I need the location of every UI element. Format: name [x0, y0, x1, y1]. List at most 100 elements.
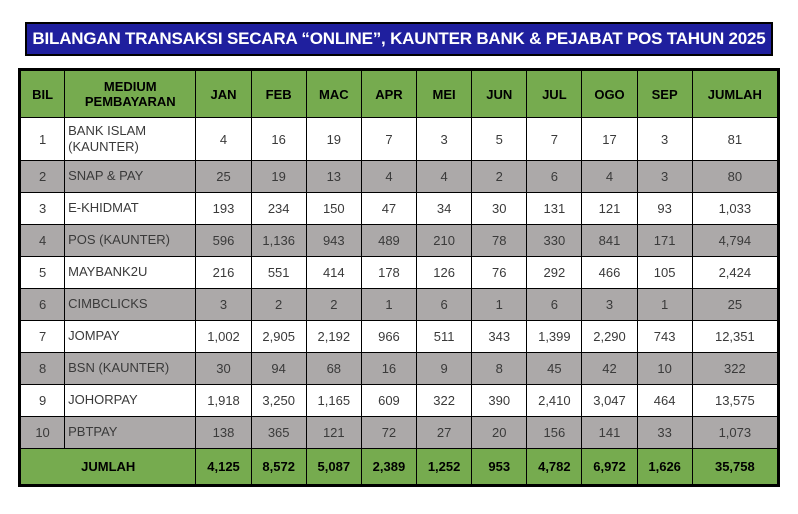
- value-cell: 1,002: [195, 320, 252, 353]
- value-cell: 150: [305, 192, 362, 225]
- value-cell: 2: [471, 160, 528, 193]
- page-title: BILANGAN TRANSAKSI SECARA “ONLINE”, KAUN…: [32, 29, 766, 48]
- value-cell: 2,290: [581, 320, 638, 353]
- title-banner: BILANGAN TRANSAKSI SECARA “ONLINE”, KAUN…: [25, 22, 773, 56]
- column-header: MEDIUM PEMBAYARAN: [64, 69, 197, 118]
- value-cell: 10: [636, 352, 693, 385]
- value-cell: 30: [471, 192, 528, 225]
- value-cell: 596: [195, 224, 252, 257]
- value-cell: 141: [581, 416, 638, 449]
- value-cell: 2,424: [691, 256, 780, 289]
- total-label-cell: JUMLAH: [18, 448, 197, 486]
- value-cell: 121: [581, 192, 638, 225]
- total-value-cell: 1,252: [416, 448, 473, 486]
- medium-cell: BSN (KAUNTER): [64, 352, 197, 385]
- total-value-cell: 5,087: [305, 448, 362, 486]
- value-cell: 16: [360, 352, 418, 385]
- value-cell: 330: [526, 224, 583, 257]
- total-value-cell: 4,125: [195, 448, 252, 486]
- total-value-cell: 4,782: [526, 448, 583, 486]
- table-row: 8 BSN (KAUNTER) 30 94 68 16 9 8 45 42 10 322: [18, 352, 780, 385]
- value-cell: 2,905: [250, 320, 307, 353]
- table-row: 7 JOMPAY 1,002 2,905 2,192 966 511 343 1,399 2,29…: [18, 320, 780, 353]
- value-cell: 25: [691, 288, 780, 321]
- value-cell: 1,073: [691, 416, 780, 449]
- value-cell: 6: [526, 160, 583, 193]
- value-cell: 178: [360, 256, 418, 289]
- total-value-cell: 953: [471, 448, 528, 486]
- value-cell: 841: [581, 224, 638, 257]
- medium-cell: PBTPAY: [64, 416, 197, 449]
- value-cell: 80: [691, 160, 780, 193]
- value-cell: 78: [471, 224, 528, 257]
- value-cell: 7: [526, 117, 583, 161]
- value-cell: 45: [526, 352, 583, 385]
- value-cell: 1: [471, 288, 528, 321]
- value-cell: 390: [471, 384, 528, 417]
- table-row: 2 SNAP & PAY 25 19 13 4 4 2 6 4 3 80: [18, 160, 780, 193]
- value-cell: 156: [526, 416, 583, 449]
- value-cell: 292: [526, 256, 583, 289]
- value-cell: 1,033: [691, 192, 780, 225]
- table-row: 3 E-KHIDMAT 193 234 150 47 34 30 131 121 93 1,033: [18, 192, 780, 225]
- value-cell: 3: [581, 288, 638, 321]
- value-cell: 2,192: [305, 320, 362, 353]
- value-cell: 3: [636, 117, 693, 161]
- value-cell: 1: [636, 288, 693, 321]
- value-cell: 4: [195, 117, 252, 161]
- value-cell: 72: [360, 416, 418, 449]
- value-cell: 489: [360, 224, 418, 257]
- value-cell: 234: [250, 192, 307, 225]
- column-header: SEP: [636, 69, 693, 118]
- value-cell: 322: [691, 352, 780, 385]
- bil-cell: 4: [18, 224, 66, 257]
- value-cell: 25: [195, 160, 252, 193]
- bil-cell: 5: [18, 256, 66, 289]
- value-cell: 4: [360, 160, 418, 193]
- value-cell: 42: [581, 352, 638, 385]
- value-cell: 2,410: [526, 384, 583, 417]
- value-cell: 2: [250, 288, 307, 321]
- value-cell: 343: [471, 320, 528, 353]
- column-header: FEB: [250, 69, 307, 118]
- value-cell: 34: [416, 192, 473, 225]
- value-cell: 943: [305, 224, 362, 257]
- value-cell: 743: [636, 320, 693, 353]
- value-cell: 68: [305, 352, 362, 385]
- medium-cell: JOHORPAY: [64, 384, 197, 417]
- value-cell: 3,250: [250, 384, 307, 417]
- value-cell: 17: [581, 117, 638, 161]
- value-cell: 210: [416, 224, 473, 257]
- column-header: MEI: [416, 69, 473, 118]
- column-header: JAN: [195, 69, 252, 118]
- value-cell: 105: [636, 256, 693, 289]
- value-cell: 193: [195, 192, 252, 225]
- value-cell: 20: [471, 416, 528, 449]
- value-cell: 126: [416, 256, 473, 289]
- column-header: MAC: [305, 69, 362, 118]
- value-cell: 464: [636, 384, 693, 417]
- bil-cell: 6: [18, 288, 66, 321]
- value-cell: 3: [195, 288, 252, 321]
- total-value-cell: 6,972: [581, 448, 638, 486]
- value-cell: 466: [581, 256, 638, 289]
- transactions-table: BIL MEDIUM PEMBAYARAN JAN FEB MAC APR MEI JUN JU…: [18, 68, 780, 487]
- value-cell: 121: [305, 416, 362, 449]
- table-header-row: BIL MEDIUM PEMBAYARAN JAN FEB MAC APR MEI JUN JU…: [18, 69, 780, 118]
- medium-cell: POS (KAUNTER): [64, 224, 197, 257]
- bil-cell: 1: [18, 117, 66, 161]
- table-row: 5 MAYBANK2U 216 551 414 178 126 76 292 466 105 2,42…: [18, 256, 780, 289]
- value-cell: 966: [360, 320, 418, 353]
- value-cell: 216: [195, 256, 252, 289]
- value-cell: 13: [305, 160, 362, 193]
- value-cell: 5: [471, 117, 528, 161]
- value-cell: 12,351: [691, 320, 780, 353]
- medium-cell: JOMPAY: [64, 320, 197, 353]
- table-row: 10 PBTPAY 138 365 121 72 27 20 156 141 33 1,073: [18, 416, 780, 449]
- value-cell: 8: [471, 352, 528, 385]
- value-cell: 3: [416, 117, 473, 161]
- value-cell: 2: [305, 288, 362, 321]
- value-cell: 1,165: [305, 384, 362, 417]
- medium-cell: E-KHIDMAT: [64, 192, 197, 225]
- value-cell: 511: [416, 320, 473, 353]
